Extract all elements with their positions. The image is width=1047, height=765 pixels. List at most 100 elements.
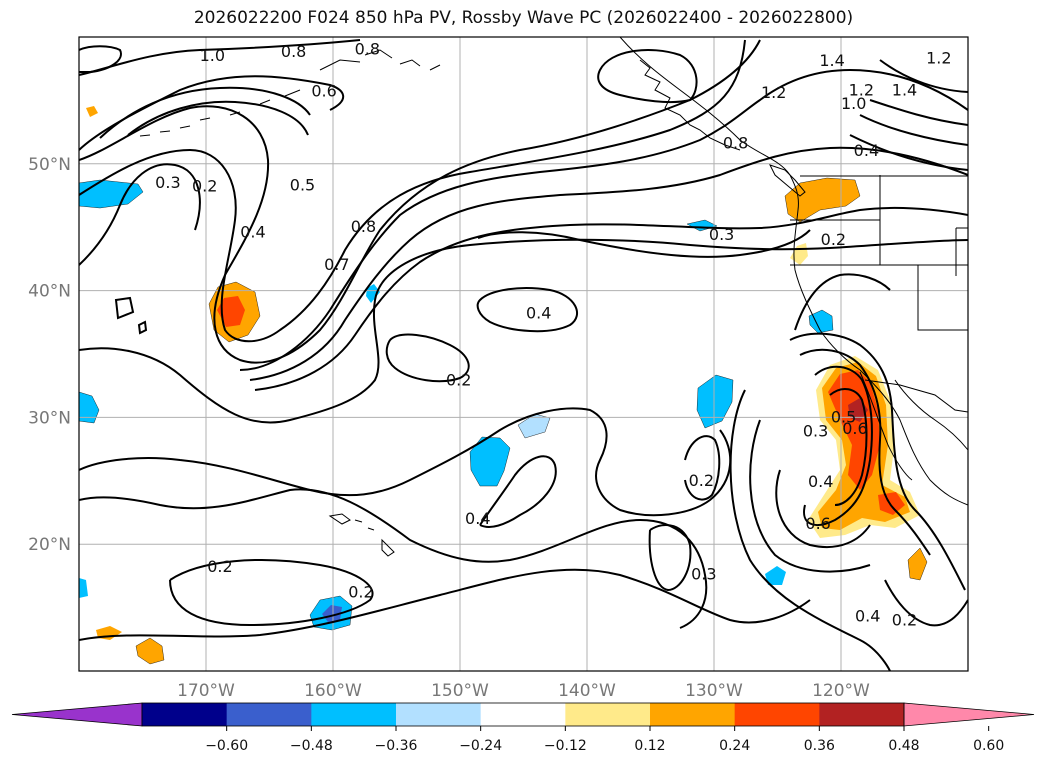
contour-label: 0.3: [155, 173, 180, 192]
contour-label: 0.5: [290, 175, 315, 194]
colorbar-tick-label: 0.24: [719, 738, 750, 754]
pv-contour: [79, 39, 746, 343]
contour-label: 0.4: [808, 472, 833, 491]
pv-contour: [829, 388, 868, 506]
positive-anomaly-patch: [217, 296, 245, 327]
contour-label: 0.6: [842, 419, 867, 438]
colorbar-tick-label: 0.12: [634, 738, 665, 754]
negative-anomaly-patch: [79, 578, 88, 598]
contour-label: 0.8: [351, 217, 376, 236]
colorbar-extend-low: [11, 702, 143, 727]
negative-anomaly-patch: [696, 374, 734, 429]
contour-label: 0.7: [324, 255, 349, 274]
pv-contour: [79, 75, 345, 151]
pv-contour: [137, 320, 148, 335]
contour-label: 0.2: [689, 471, 714, 490]
colorbar-tick-label: −0.12: [544, 738, 587, 754]
southeast-alaska-coast: [639, 59, 741, 151]
colorbar-segment: [142, 703, 228, 726]
longitude-labels: 170°W 160°W 150°W 140°W 130°W 120°W: [177, 681, 870, 701]
contour-label: 0.4: [854, 141, 879, 160]
positive-anomaly-patch: [790, 243, 808, 265]
pv-contour: [597, 49, 698, 104]
colorbar-segment: [480, 703, 566, 726]
longitude-label: 140°W: [558, 681, 616, 701]
contour-label: 1.0: [841, 94, 866, 113]
colorbar-tick-label: 0.36: [804, 738, 835, 754]
colorbar-tick-label: 0.48: [888, 738, 919, 754]
colorbar-segment: [311, 703, 397, 726]
alaska-islands: [139, 49, 441, 137]
contour-label: 0.5: [831, 407, 856, 426]
pv-contour: [859, 114, 968, 146]
colorbar-tick-label: −0.48: [290, 738, 333, 754]
contour-label: 0.4: [465, 509, 490, 528]
colorbar-tick-label: −0.60: [205, 738, 248, 754]
contour-label: 1.4: [819, 51, 844, 70]
pv-contour: [79, 163, 201, 266]
latitude-labels: 50°N 40°N 30°N 20°N: [28, 155, 71, 555]
pv-contour: [789, 332, 966, 591]
map-frame: [78, 36, 969, 672]
pv-contour: [79, 45, 122, 73]
pv-contour: [803, 365, 873, 526]
colorbar-frame: [141, 702, 905, 727]
colorbar-tick-label: 0.60: [973, 738, 1004, 754]
contour-label: 1.2: [849, 80, 874, 99]
vancouver-island: [769, 164, 806, 197]
longitude-label: 120°W: [812, 681, 870, 701]
contour-label: 0.2: [192, 177, 217, 196]
contour-label: 0.3: [691, 565, 716, 584]
contour-label: 1.4: [892, 80, 917, 99]
map-plot-area: [79, 37, 968, 671]
colorbar-segment: [565, 703, 651, 726]
colorbar: −0.60 −0.48 −0.36 −0.24 −0.12 0.12 0.24 0.36 0.4…: [11, 702, 1035, 754]
positive-anomaly-patch: [135, 637, 165, 665]
contour-label: 1.2: [926, 49, 951, 68]
colorbar-segment: [650, 703, 736, 726]
state-boundaries: [790, 175, 968, 331]
negative-anomaly-patch: [79, 391, 100, 424]
pv-contour: [799, 348, 931, 556]
latitude-label: 20°N: [28, 535, 71, 555]
pv-contour: [879, 59, 968, 93]
positive-anomaly-patch: [907, 547, 928, 581]
colorbar-segment: [396, 703, 482, 726]
positive-anomaly-patch: [86, 106, 98, 117]
pv-contour: [249, 146, 968, 381]
negative-anomaly-patch: [686, 219, 718, 232]
contour-label: 0.4: [855, 606, 880, 625]
us-mexico-border: [864, 379, 968, 413]
pv-contour: [99, 86, 311, 139]
longitude-label: 130°W: [685, 681, 743, 701]
contour-label: 0.8: [281, 42, 306, 61]
pv-contour: [79, 39, 761, 364]
pv-contour: [648, 524, 692, 592]
pv-contour: [79, 238, 968, 424]
colorbar-segment: [819, 703, 905, 726]
pv-contour: [79, 568, 811, 641]
pv-contour: [479, 455, 557, 528]
pv-contour: [114, 296, 135, 320]
contour-label: 1.2: [761, 83, 786, 102]
map-title: 2026022200 F024 850 hPa PV, Rossby Wave …: [193, 8, 854, 28]
pv-contour: [794, 273, 891, 331]
negative-anomaly-patch: [808, 309, 834, 334]
colorbar-segment: [734, 703, 820, 726]
longitude-label: 160°W: [304, 681, 362, 701]
gulf-coastline: [894, 379, 968, 451]
pv-contour: [775, 469, 871, 549]
positive-anomaly-patch: [784, 177, 861, 223]
pv-contour: [684, 435, 721, 501]
latitude-label: 50°N: [28, 155, 71, 175]
pv-contour: [477, 229, 811, 258]
longitude-label: 170°W: [177, 681, 235, 701]
pv-contour: [385, 333, 470, 383]
hawaii-islands: [328, 513, 395, 557]
colorbar-tick-label: −0.36: [375, 738, 418, 754]
contour-label: 0.8: [723, 134, 748, 153]
political-boundaries: [790, 175, 968, 413]
contour-label: 0.2: [821, 230, 846, 249]
pv-contour: [476, 287, 579, 333]
